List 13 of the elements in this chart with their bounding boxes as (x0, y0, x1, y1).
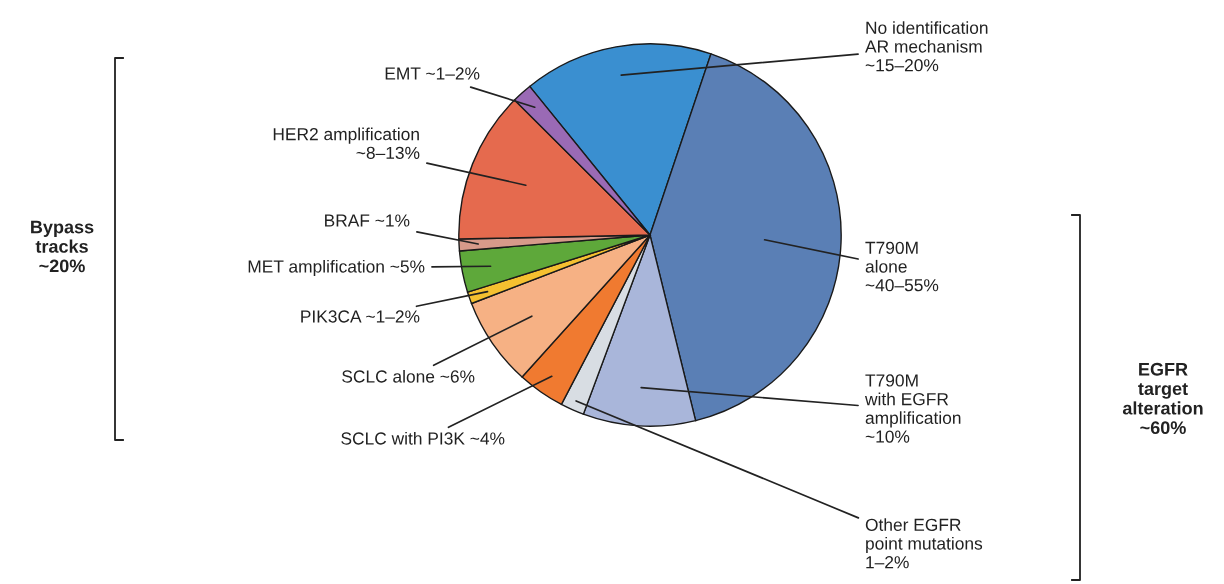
slice-label: SCLC alone ~6% (342, 369, 475, 383)
slice-label: Other EGFR point mutations 1–2% (865, 518, 983, 569)
slice-label: BRAF ~1% (325, 214, 410, 227)
slice-label: EMT ~1–2% (385, 67, 480, 80)
slice-label: PIK3CA ~1–2% (301, 310, 420, 323)
text: Bypass tracks ~20% (31, 220, 94, 273)
slice-label: SCLC with PI3K ~4% (341, 431, 505, 445)
text: EGFR target alteration ~60% (1122, 362, 1203, 435)
slice-label: T790M with EGFR amplification ~10% (864, 374, 961, 443)
slice-label: T790M alone ~40–55% (865, 241, 939, 292)
slice-label: MET amplification ~5% (248, 259, 425, 277)
slice-label: No identification AR mechanism ~15–20% (865, 21, 988, 72)
slice-label: HER2 amplification ~8–13% (273, 127, 420, 160)
